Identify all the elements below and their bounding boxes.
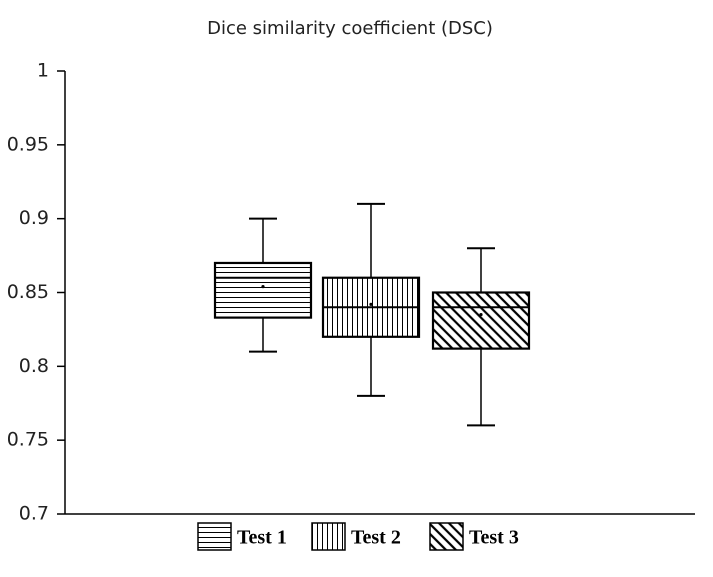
legend-swatch bbox=[311, 522, 346, 551]
y-tick-label: 0.8 bbox=[19, 355, 49, 377]
y-tick-label: 0.75 bbox=[7, 429, 49, 451]
y-tick-label: 0.85 bbox=[7, 281, 49, 303]
y-tick-label: 1 bbox=[37, 60, 49, 82]
legend-swatch bbox=[197, 522, 232, 551]
mean bbox=[369, 302, 373, 306]
y-tick-label: 0.9 bbox=[19, 207, 49, 229]
box bbox=[431, 291, 531, 350]
legend-label: Test 2 bbox=[351, 527, 401, 549]
legend-label: Test 1 bbox=[237, 527, 287, 549]
mean bbox=[261, 284, 265, 289]
box bbox=[213, 261, 313, 319]
mean bbox=[479, 313, 483, 317]
y-tick-label: 0.7 bbox=[19, 503, 49, 525]
legend-label: Test 3 bbox=[469, 527, 519, 549]
legend-swatch bbox=[429, 522, 464, 551]
y-tick-label: 0.95 bbox=[7, 133, 49, 155]
chart-title: Dice similarity coefficient (DSC) bbox=[207, 18, 493, 39]
